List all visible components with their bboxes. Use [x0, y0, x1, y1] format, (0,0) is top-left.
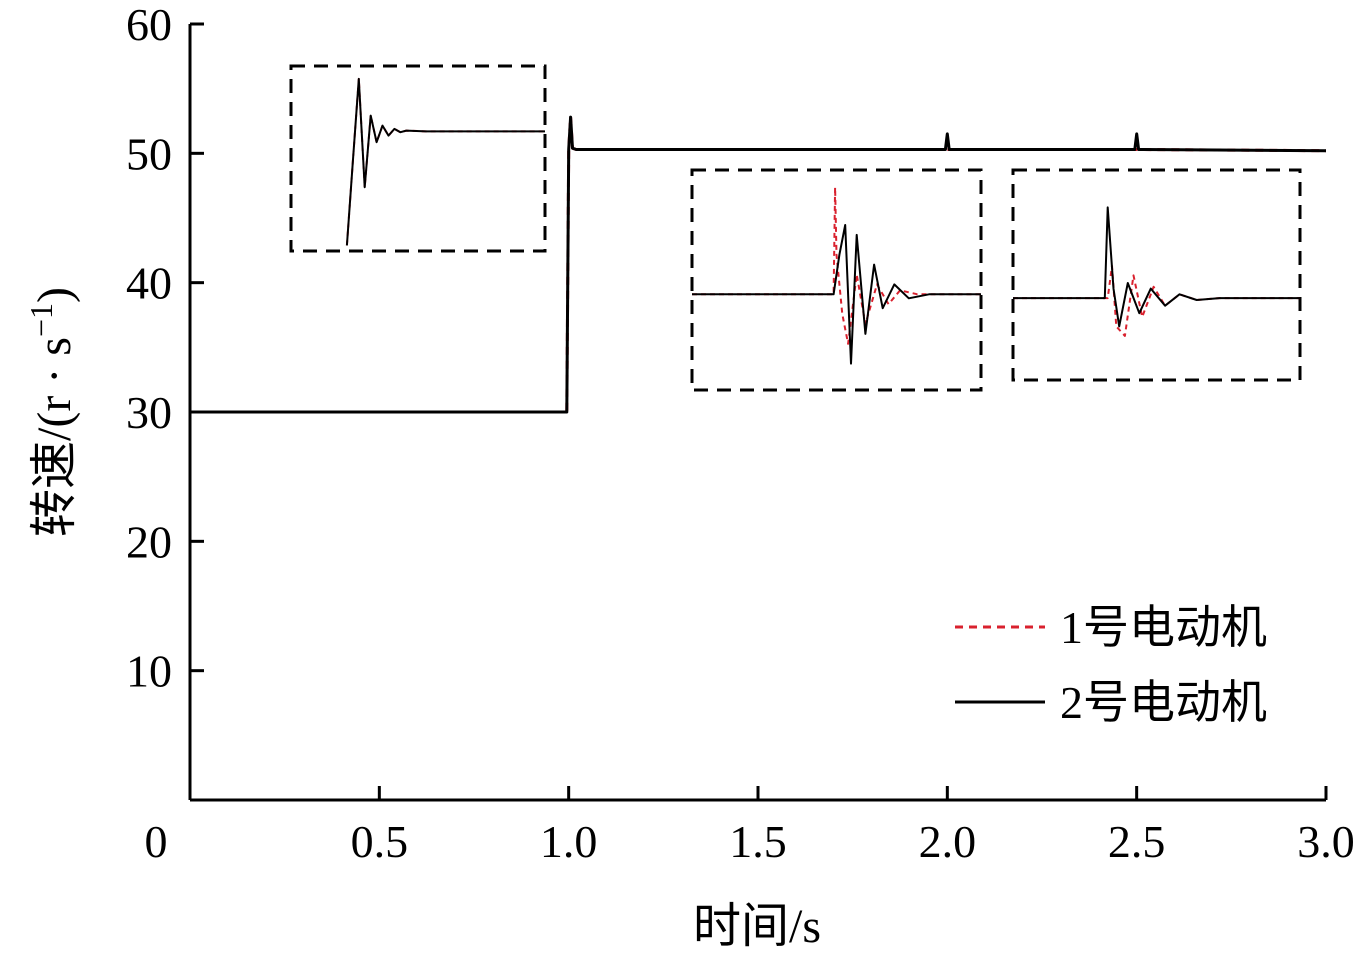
inset-frame: [690, 168, 983, 392]
series-line-1: [190, 115, 1327, 414]
x-tick-label: 0.5: [351, 816, 409, 867]
inset-series-line: [1013, 206, 1300, 328]
x-tick-label: 2.0: [919, 816, 977, 867]
y-tick-label: 10: [126, 646, 172, 697]
x-tick-label: 3.0: [1297, 816, 1355, 867]
y-axis-title-superscript: −1: [23, 303, 59, 337]
inset-frame: [1011, 168, 1302, 382]
x-tick-label: 0: [145, 816, 168, 867]
x-tick-label: 2.5: [1108, 816, 1166, 867]
y-tick-label: 40: [126, 258, 172, 309]
series-layer: [190, 115, 1327, 414]
y-axis-title-close: ): [28, 287, 81, 303]
ticks: 0 0.5 1.0 1.5 2.0 2.5 3.0 10 20 30 40 50 60: [126, 0, 1355, 867]
inset-step-1s: [289, 64, 547, 253]
inset-series-line: [692, 186, 981, 345]
inset-disturbance-2.5s: [1011, 168, 1302, 382]
x-tick-label: 1.0: [540, 816, 598, 867]
series-line-2: [190, 115, 1327, 414]
legend-label-motor-1: 1号电动机: [1060, 602, 1267, 653]
inset-series-line: [345, 77, 545, 246]
y-tick-label: 60: [126, 0, 172, 50]
inset-disturbance-2s: [690, 168, 983, 392]
x-tick-label: 1.5: [729, 816, 787, 867]
y-axis-title: 转速/(r · s−1): [23, 287, 81, 537]
inset-series-line: [345, 77, 545, 246]
inset-series-line: [692, 224, 981, 365]
y-tick-label: 20: [126, 516, 172, 567]
legend-label-motor-2: 2号电动机: [1060, 677, 1267, 728]
y-tick-label: 30: [126, 387, 172, 438]
inset-frame: [289, 64, 547, 253]
y-axis-title-main: 转速/(r · s: [28, 337, 81, 537]
x-axis-title: 时间/s: [693, 900, 821, 953]
inset-series-line: [1013, 265, 1300, 337]
y-tick-label: 50: [126, 128, 172, 179]
legend: 1号电动机 2号电动机: [955, 602, 1267, 728]
inset-zoom-boxes: [289, 64, 1302, 392]
